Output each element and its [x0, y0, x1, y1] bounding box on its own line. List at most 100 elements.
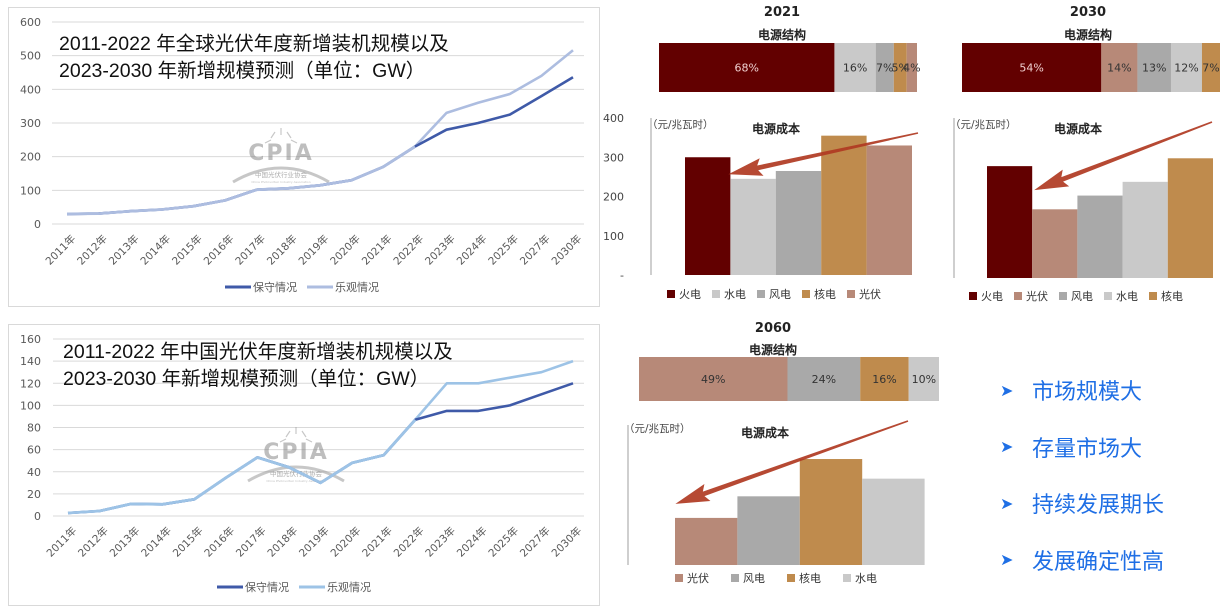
- watermark-logo-text: CPIA: [263, 440, 328, 465]
- key-point-item: ➤ 市场规模大: [1000, 362, 1164, 419]
- chart-title-line: 2011-2022 年中国光伏年度新增装机规模以及: [63, 341, 453, 363]
- cost-y-tick-label: 100: [603, 230, 624, 243]
- x-tick-label: 2011年: [43, 232, 79, 268]
- x-tick-label: 2012年: [75, 524, 111, 560]
- structure-segment-光伏: [906, 43, 917, 92]
- cost-legend-swatch: [757, 290, 765, 298]
- cost-bar-火电: [685, 157, 731, 275]
- x-tick-label: 2016年: [202, 524, 238, 560]
- key-point-text: 存量市场大: [1032, 436, 1143, 462]
- structure-title: 电源结构: [749, 342, 797, 357]
- y-tick-label: 0: [34, 510, 41, 523]
- structure-segment-火电: [659, 43, 835, 92]
- trend-arrow-icon: [675, 420, 909, 504]
- x-tick-label: 2014年: [138, 232, 174, 268]
- legend-label: 保守情况: [245, 580, 289, 594]
- cost-legend-swatch: [1149, 292, 1157, 300]
- structure-segment-风电: [1137, 43, 1171, 92]
- key-point-text: 发展确定性高: [1032, 549, 1165, 575]
- cost-legend-label: 水电: [1116, 290, 1138, 303]
- structure-segment-label: 24%: [812, 373, 836, 386]
- watermark-cn-text: 中国光伏行业协会: [270, 469, 323, 478]
- cost-bar-光伏: [866, 145, 912, 275]
- structure-segment-光伏: [639, 357, 788, 401]
- chart-title-line: 2023-2030 年新增规模预测（单位：GW）: [59, 60, 425, 82]
- y-tick-label: 400: [20, 83, 41, 96]
- y-tick-label: 300: [20, 117, 41, 130]
- arrowhead-bullet-icon: ➤: [1000, 550, 1014, 570]
- x-tick-label: 2021年: [359, 524, 395, 560]
- cost-unit-label: （元/兆瓦时）: [950, 119, 1017, 131]
- cost-title: 电源成本: [752, 121, 800, 136]
- watermark-en-text: China Photovoltaic Industry Association: [251, 180, 310, 184]
- cost-legend-label: 水电: [724, 288, 746, 301]
- x-tick-label: 2017年: [233, 232, 269, 268]
- cost-legend-swatch: [712, 290, 720, 298]
- chart-title-line: 2023-2030 年新增规模预测（单位：GW）: [63, 368, 429, 390]
- trend-arrow-shape: [675, 420, 909, 504]
- x-tick-label: 2020年: [328, 524, 364, 560]
- cost-legend-label: 风电: [1071, 290, 1093, 303]
- chart-title-line: 2011-2022 年全球光伏年度新增装机规模以及: [59, 33, 449, 55]
- structure-segment-label: 5%: [892, 62, 909, 75]
- cost-bar-核电: [1167, 158, 1213, 278]
- x-tick-label: 2014年: [138, 524, 174, 560]
- cost-bar-风电: [737, 496, 800, 565]
- structure-segment-label: 16%: [843, 62, 867, 75]
- cost-legend-swatch: [847, 290, 855, 298]
- cost-legend-label: 光伏: [859, 287, 881, 301]
- cost-legend-swatch: [667, 290, 675, 298]
- legend-label: 保守情况: [253, 280, 297, 294]
- cost-bar-水电: [730, 178, 776, 275]
- x-tick-label: 2018年: [264, 232, 300, 268]
- x-tick-label: 2013年: [107, 524, 143, 560]
- key-point-text: 持续发展期长: [1032, 493, 1165, 519]
- structure-segment-label: 7%: [1202, 62, 1219, 75]
- cost-legend-label: 光伏: [1026, 289, 1048, 303]
- structure-segment-label: 7%: [876, 62, 893, 75]
- global-pv-chart-panel: 0 100 200 300 400 500 600 CPIA 中国光伏行业协会 China Pho…: [8, 7, 600, 307]
- structure-segment-核电: [860, 357, 909, 401]
- cost-bar-风电: [1077, 195, 1123, 278]
- series-line-shared-history: [67, 418, 417, 515]
- cost-legend-swatch: [802, 290, 810, 298]
- x-tick-label: 2030年: [549, 232, 585, 268]
- cost-legend-swatch: [1059, 292, 1067, 300]
- cost-legend-swatch: [969, 292, 977, 300]
- x-tick-label: 2027年: [517, 232, 553, 268]
- watermark-en-text: China Photovoltaic Industry Association: [266, 479, 325, 483]
- cost-y-tick-label: 200: [603, 191, 624, 204]
- legend-label: 乐观情况: [335, 281, 379, 294]
- structure-segment-光伏: [1101, 43, 1138, 92]
- y-tick-label: 20: [27, 488, 41, 501]
- china-pv-chart-panel: 0 20 40 60 80 100 120 140 160 CPIA 中国光伏行业协会 China P…: [8, 324, 600, 606]
- structure-segment-水电: [1170, 43, 1202, 92]
- x-tick-label: 2025年: [486, 524, 522, 560]
- sun-rays-icon: [264, 128, 298, 144]
- x-tick-label: 2015年: [170, 524, 206, 560]
- cost-legend-label: 火电: [679, 288, 701, 301]
- cost-bar-水电: [862, 478, 925, 565]
- series-line-shared-history: [66, 145, 416, 216]
- y-tick-label: 80: [27, 422, 41, 435]
- y-tick-label: 500: [20, 50, 41, 63]
- key-point-item: ➤ 发展确定性高: [1000, 532, 1164, 589]
- x-tick-label: 2023年: [423, 524, 459, 560]
- structure-segment-核电: [1201, 43, 1220, 92]
- structure-segment-label: 12%: [1174, 62, 1198, 75]
- cost-bar-火电: [987, 166, 1033, 278]
- structure-segment-label: 14%: [1107, 62, 1131, 75]
- cost-y-tick-label: 300: [603, 151, 624, 164]
- trend-arrow-icon: [1034, 121, 1213, 191]
- cost-legend-label: 风电: [743, 572, 765, 585]
- legend-label: 乐观情况: [327, 581, 371, 594]
- y-tick-label: 200: [20, 151, 41, 164]
- watermark-cn-text: 中国光伏行业协会: [255, 170, 308, 179]
- structure-segment-label: 54%: [1019, 62, 1043, 75]
- x-tick-label: 2025年: [486, 232, 522, 268]
- key-point-text: 市场规模大: [1032, 380, 1143, 406]
- y-tick-label: 600: [20, 16, 41, 29]
